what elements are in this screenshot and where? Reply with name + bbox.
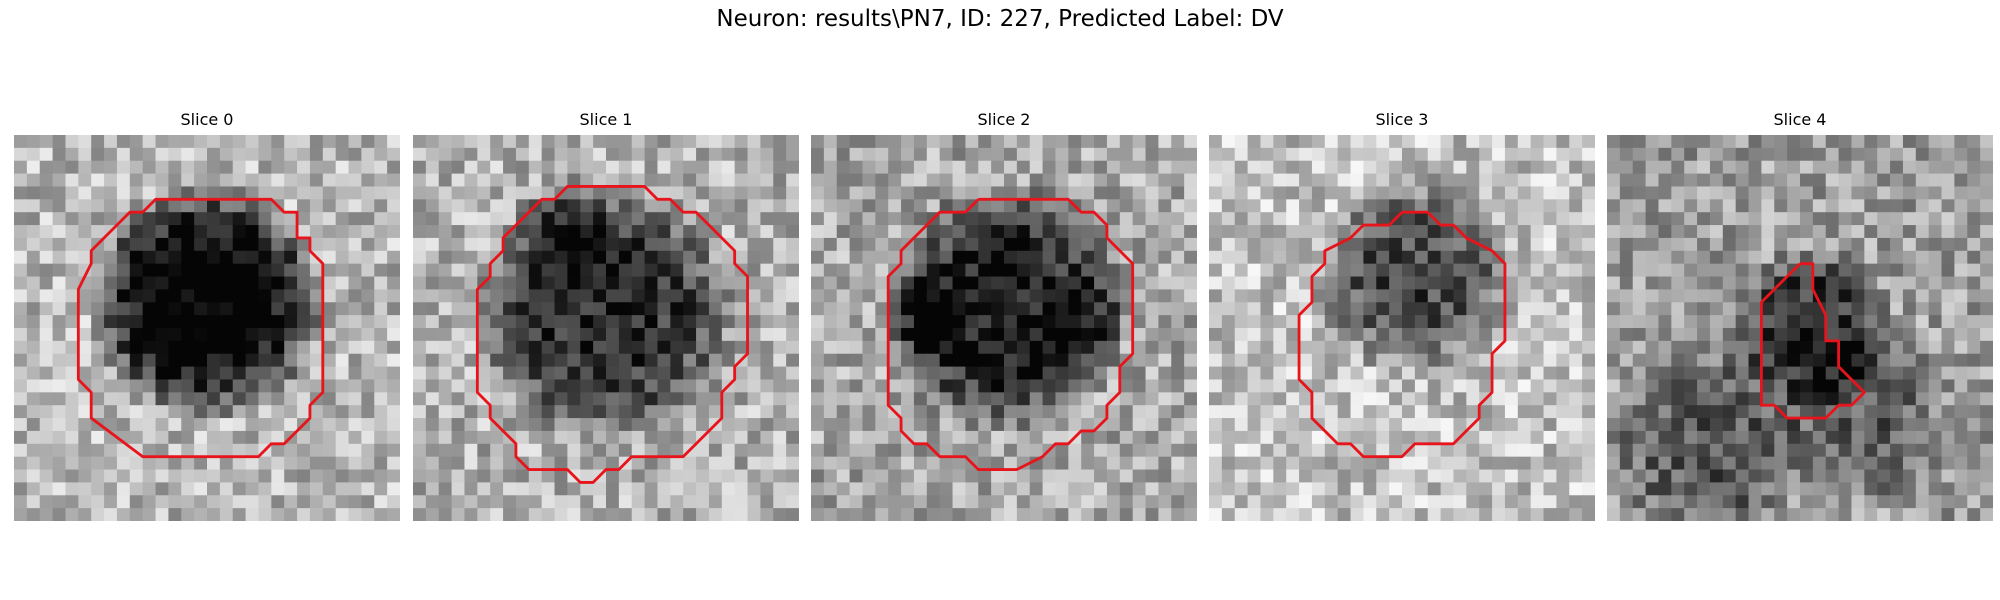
figure-title: Neuron: results\PN7, ID: 227, Predicted … bbox=[716, 6, 1284, 32]
segmentation-contour-1 bbox=[475, 185, 749, 484]
slice-image-2 bbox=[811, 135, 1197, 521]
slice-panel-4: Slice 4 bbox=[1607, 110, 1993, 521]
slice-image-4 bbox=[1607, 135, 1993, 521]
slice-image-0 bbox=[14, 135, 400, 521]
slice-1-pixel-grid bbox=[413, 135, 799, 521]
slice-4-pixel-grid bbox=[1607, 135, 1993, 521]
slice-image-1 bbox=[413, 135, 799, 521]
slice-panel-3: Slice 3 bbox=[1209, 110, 1595, 521]
slice-0-pixel-grid bbox=[14, 135, 400, 521]
slice-title-0: Slice 0 bbox=[180, 110, 234, 129]
segmentation-contour-4 bbox=[1759, 262, 1866, 420]
slice-panel-1: Slice 1 bbox=[413, 110, 799, 521]
slice-image-3 bbox=[1209, 135, 1595, 521]
slice-3-pixel-grid bbox=[1209, 135, 1595, 521]
slice-title-1: Slice 1 bbox=[579, 110, 633, 129]
slice-panel-2: Slice 2 bbox=[811, 110, 1197, 521]
segmentation-contour-2 bbox=[886, 197, 1135, 471]
slice-title-2: Slice 2 bbox=[977, 110, 1031, 129]
slice-2-pixel-grid bbox=[811, 135, 1197, 521]
slice-title-4: Slice 4 bbox=[1773, 110, 1827, 129]
slice-title-3: Slice 3 bbox=[1375, 110, 1429, 129]
slice-panel-0: Slice 0 bbox=[14, 110, 400, 521]
segmentation-contour-0 bbox=[76, 197, 325, 459]
segmentation-contour-3 bbox=[1297, 210, 1507, 459]
